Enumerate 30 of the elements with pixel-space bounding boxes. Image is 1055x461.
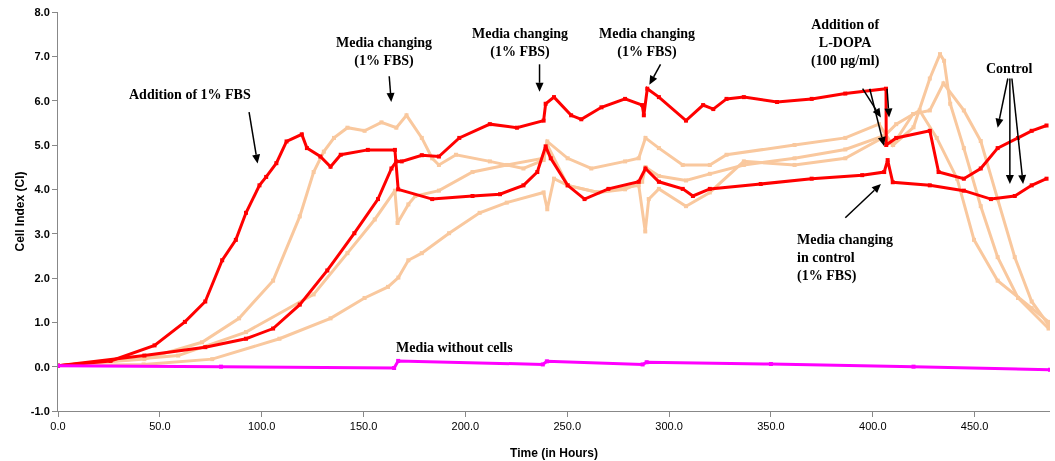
y-tick-label: -1.0 — [30, 404, 50, 417]
annotation: Media changing (1% FBS) — [336, 35, 433, 70]
y-tick-label: 7.0 — [34, 50, 50, 63]
y-tick-label: 5.0 — [34, 138, 50, 151]
x-tick-label: 250.0 — [553, 420, 582, 433]
x-tick-label: 300.0 — [655, 420, 683, 433]
annotation: Media changing (1% FBS) — [599, 26, 696, 61]
x-tick-label: 450.0 — [960, 420, 989, 433]
x-tick-label: 150.0 — [349, 420, 378, 433]
y-tick-label: 1.0 — [34, 316, 50, 329]
annotation: Media without cells — [396, 340, 514, 355]
x-tick-label: 400.0 — [859, 420, 887, 433]
annotation: Addition of 1% FBS — [129, 87, 251, 102]
x-tick-label: 0.0 — [50, 420, 66, 433]
annotation: Media changing (1% FBS) — [472, 26, 569, 61]
annotation: Media changing in control (1% FBS) — [797, 232, 894, 285]
y-tick-label: 6.0 — [34, 94, 50, 107]
x-tick-label: 100.0 — [247, 420, 276, 433]
x-tick-label: 50.0 — [149, 420, 171, 433]
y-tick-label: 4.0 — [34, 183, 50, 196]
y-axis-title: Cell Index (CI) — [13, 171, 27, 252]
annotation: Addition of L-DOPA (100 µg/ml) — [811, 17, 880, 70]
x-tick-label: 350.0 — [757, 420, 785, 433]
annotation: Control — [986, 61, 1033, 76]
y-tick-label: 2.0 — [34, 271, 50, 284]
x-tick-label: 200.0 — [451, 420, 480, 433]
y-tick-label: 0.0 — [34, 360, 50, 373]
y-tick-label: 8.0 — [34, 5, 50, 18]
x-axis-title: Time (in Hours) — [510, 446, 598, 460]
y-tick-label: 3.0 — [34, 227, 50, 240]
